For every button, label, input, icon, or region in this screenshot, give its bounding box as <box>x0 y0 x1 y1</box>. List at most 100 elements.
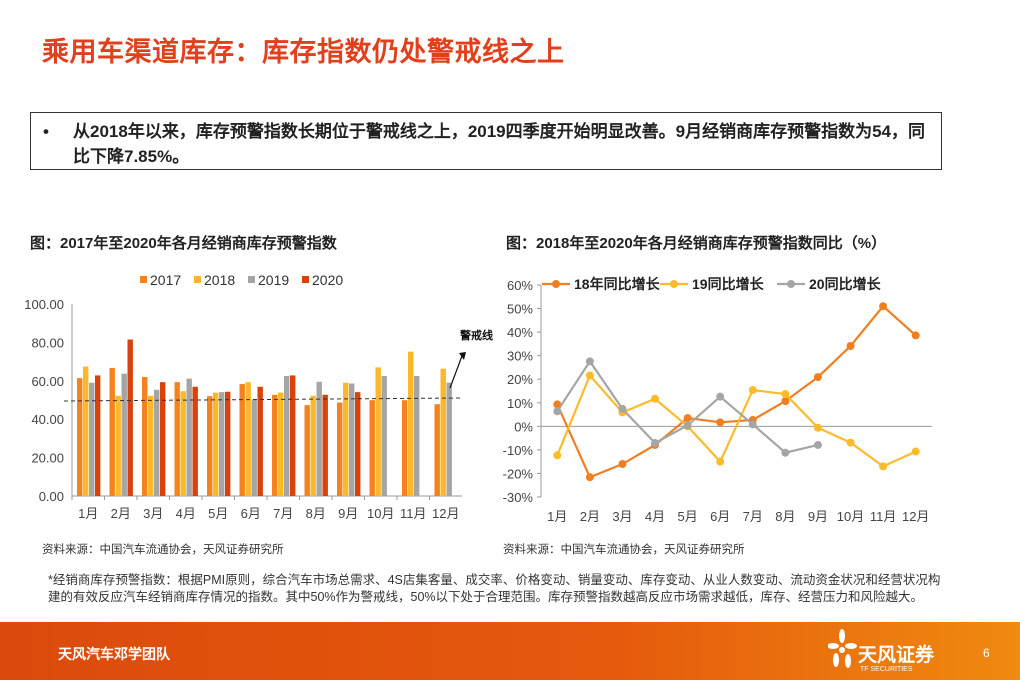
bar-2019 <box>89 382 95 496</box>
bar-2019 <box>414 376 420 496</box>
bar-2020 <box>290 375 296 496</box>
flower-logo-icon <box>827 629 857 668</box>
x-tick-label: 12月 <box>902 509 929 524</box>
y-tick-label: 50% <box>507 302 533 317</box>
y-tick-label: 0.00 <box>39 489 64 504</box>
point-18年同比增长 <box>813 373 822 382</box>
y-tick-label: 40.00 <box>31 412 64 427</box>
x-tick-label: 6月 <box>710 509 730 524</box>
bar-2020 <box>257 386 263 496</box>
warning-line <box>63 397 463 402</box>
page-title: 乘用车渠道库存：库存指数仍处警戒线之上 <box>42 37 565 67</box>
point-18年同比增长 <box>683 414 692 423</box>
x-tick-label: 9月 <box>808 509 828 524</box>
footer-bar: 天风汽车邓学团队 天风证券 TF SECURITIES 6 <box>0 622 1020 680</box>
x-tick-label: 10月 <box>367 506 394 521</box>
arrow-head-icon <box>459 352 466 360</box>
line-chart: -30% -20% -10% 0% 10% 20% 30% 40% 50% 60% 1月 2月 3月 4月… <box>503 276 932 524</box>
bar-2018 <box>245 382 251 496</box>
point-18年同比增长 <box>716 418 725 427</box>
legend-swatch <box>140 276 147 283</box>
point-19同比增长 <box>846 438 855 447</box>
bar-2018 <box>343 382 349 496</box>
bar-2018 <box>83 366 89 496</box>
point-20同比增长 <box>618 404 627 413</box>
company-logo: 天风证券 TF SECURITIES <box>827 628 934 681</box>
warning-arrow <box>449 355 463 389</box>
x-tick-label: 1月 <box>547 509 567 524</box>
point-18年同比增长 <box>585 473 594 482</box>
right-chart-caption: 图：2018年至2020年各月经销商库存预警指数同比（%） <box>506 235 887 252</box>
x-tick-label: 11月 <box>400 506 427 521</box>
x-tick-label: 8月 <box>306 506 326 521</box>
bar-2019 <box>186 378 192 496</box>
legend-marker <box>552 280 560 288</box>
y-tick-label: 0% <box>514 419 533 434</box>
legend-label: 2020 <box>312 272 343 288</box>
bar-2017 <box>207 396 213 496</box>
bar-2019 <box>381 376 387 496</box>
bar-chart: 0.00 20.00 40.00 60.00 80.00 100.00 1月 2月 3月 4月 5月… <box>24 272 493 521</box>
bar-2020 <box>322 394 328 496</box>
point-19同比增长 <box>716 457 725 466</box>
y-tick-label: 60% <box>507 278 533 293</box>
bar-2020 <box>355 392 361 496</box>
line-18年同比增长 <box>556 304 917 479</box>
bar-2020 <box>160 382 166 496</box>
bullet: • <box>43 122 49 141</box>
bar-2018 <box>375 367 381 496</box>
point-18年同比增长 <box>618 460 627 469</box>
point-19同比增长 <box>651 394 660 403</box>
x-tick-label: 9月 <box>338 506 358 521</box>
bar-2019 <box>349 383 355 496</box>
line-20同比增长 <box>556 359 819 454</box>
x-tick-label: 4月 <box>176 506 196 521</box>
x-tick-label: 8月 <box>775 509 795 524</box>
bar-2017 <box>109 367 115 496</box>
y-tick-label: 30% <box>507 349 533 364</box>
legend-marker <box>670 280 678 288</box>
bar-2020 <box>127 339 133 496</box>
legend-label: 2018 <box>204 272 235 288</box>
bar-2018 <box>213 392 219 496</box>
bar-2017 <box>337 402 343 496</box>
bar-2019 <box>219 392 225 496</box>
point-19同比增长 <box>879 462 888 471</box>
team-name: 天风汽车邓学团队 <box>58 646 170 662</box>
legend-label: 2019 <box>258 272 289 288</box>
warning-line-label: 警戒线 <box>459 328 493 342</box>
x-tick-label: 2月 <box>111 506 131 521</box>
bar-2017 <box>369 400 375 496</box>
bar-2019 <box>251 399 257 496</box>
point-19同比增长 <box>748 386 757 395</box>
bar-2020 <box>192 386 198 496</box>
bar-2019 <box>284 376 290 496</box>
summary-text: 从2018年以来，库存预警指数长期位于警戒线之上，2019四季度开始明显改善。9… <box>73 122 925 166</box>
x-tick-label: 7月 <box>743 509 763 524</box>
bar-2019 <box>154 389 160 496</box>
point-18年同比增长 <box>911 331 920 340</box>
bar-2018 <box>148 395 154 496</box>
bar-2019 <box>121 373 127 496</box>
page-number: 6 <box>983 646 990 660</box>
bar-2017 <box>304 405 310 496</box>
bar-2018 <box>180 391 186 496</box>
right-source: 资料来源：中国汽车流通协会，天风证券研究所 <box>503 544 745 556</box>
x-tick-label: 6月 <box>241 506 261 521</box>
bar-2017 <box>272 394 278 496</box>
point-20同比增长 <box>781 448 790 457</box>
x-tick-label: 3月 <box>612 509 632 524</box>
y-tick-label: 60.00 <box>31 374 64 389</box>
x-tick-label: 4月 <box>645 509 665 524</box>
logo-text: 天风证券 <box>858 645 935 666</box>
x-tick-label: 1月 <box>78 506 98 521</box>
point-20同比增长 <box>716 392 725 401</box>
x-tick-label: 2月 <box>580 509 600 524</box>
point-20同比增长 <box>683 421 692 430</box>
y-tick-label: 100.00 <box>24 297 64 312</box>
x-tick-label: 10月 <box>837 509 864 524</box>
point-20同比增长 <box>813 440 822 449</box>
point-20同比增长 <box>651 439 660 448</box>
point-19同比增长 <box>781 390 790 399</box>
x-tick-label: 7月 <box>273 506 293 521</box>
